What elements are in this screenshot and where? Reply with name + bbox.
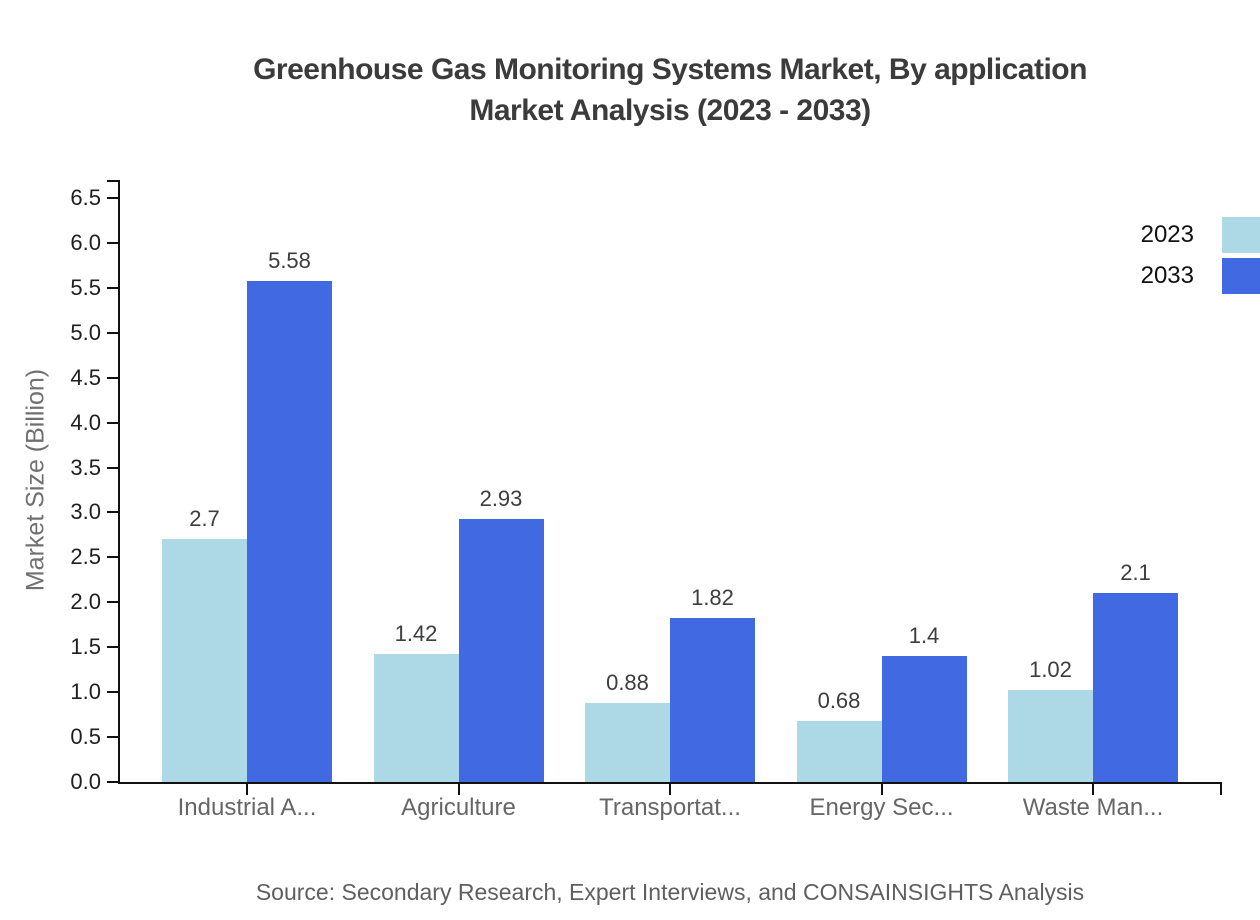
x-tick-mark — [457, 782, 460, 795]
y-tick-mark — [107, 646, 120, 649]
y-tick-mark — [107, 466, 120, 469]
y-tick-mark — [107, 286, 120, 289]
chart-title-line2: Market Analysis (2023 - 2033) — [469, 94, 871, 127]
source-note: Source: Secondary Research, Expert Inter… — [255, 879, 1085, 905]
bar-value-label: 2.7 — [189, 506, 220, 532]
y-tick-label: 3.0 — [70, 499, 101, 525]
y-tick-label: 5.5 — [70, 274, 101, 300]
y-tick-mark — [107, 556, 120, 559]
y-tick-label: 0.0 — [70, 769, 101, 794]
y-tick-label: 4.0 — [70, 409, 101, 435]
bar-value-label: 1.82 — [691, 585, 734, 611]
x-axis-label: Agriculture — [401, 794, 516, 821]
bar-2023-industrial-a — [162, 539, 247, 782]
x-axis-label: Industrial A... — [177, 794, 317, 821]
y-tick-label: 0.5 — [70, 724, 101, 750]
x-tick-mark — [880, 782, 883, 795]
bar-value-label: 1.02 — [1029, 657, 1072, 683]
y-tick-label: 2.0 — [70, 589, 101, 615]
legend-item-2033: 2033 — [1141, 258, 1260, 294]
legend-label: 2023 — [1140, 221, 1194, 248]
bar-2033-transportat — [670, 618, 755, 782]
bar-value-label: 1.42 — [394, 621, 438, 647]
x-axis-label: Transportat... — [599, 794, 741, 821]
x-axis-end-cap — [1220, 782, 1222, 795]
bar-2023-agriculture — [373, 654, 459, 782]
y-tick-label: 6.0 — [70, 229, 101, 255]
chart-title: Greenhouse Gas Monitoring Systems Market… — [118, 49, 1222, 131]
bar-2023-transportat — [585, 702, 670, 782]
legend-item-2023: 2023 — [1141, 217, 1260, 253]
y-tick-label: 1.5 — [70, 634, 101, 660]
bar-value-label: 0.68 — [817, 687, 861, 713]
x-tick-mark — [1092, 782, 1094, 795]
bar-2023-energy-sec — [796, 720, 882, 782]
y-tick-label: 3.5 — [70, 454, 101, 480]
y-tick-label: 2.5 — [70, 544, 101, 570]
y-tick-mark — [107, 736, 120, 739]
y-tick-mark — [107, 331, 120, 334]
bar-value-label: 2.1 — [1120, 560, 1151, 586]
bar-2033-industrial-a — [247, 280, 332, 782]
y-tick-label: 4.5 — [70, 364, 101, 390]
x-axis-label: Waste Man... — [1022, 794, 1164, 821]
y-tick-label: 5.0 — [70, 319, 101, 345]
legend: 2023 2033 — [1141, 217, 1260, 294]
y-axis-end-cap — [107, 180, 120, 182]
bar-2023-waste-man — [1008, 690, 1093, 782]
legend-swatch-2023 — [1222, 217, 1260, 253]
x-axis-label: Energy Sec... — [809, 794, 954, 821]
y-tick-mark — [107, 376, 120, 379]
bar-2033-agriculture — [458, 518, 544, 782]
chart-title-line1: Greenhouse Gas Monitoring Systems Market… — [253, 53, 1087, 86]
y-tick-mark — [107, 781, 120, 783]
y-tick-mark — [107, 601, 120, 604]
y-tick-label: 1.0 — [70, 679, 101, 705]
bar-value-label: 2.93 — [479, 485, 523, 511]
bar-value-label: 5.58 — [268, 247, 311, 273]
bar-value-label: 1.4 — [908, 623, 940, 649]
y-tick-mark — [107, 196, 120, 199]
legend-swatch-2033 — [1222, 258, 1260, 294]
bar-2033-waste-man — [1093, 593, 1178, 782]
y-tick-label: 6.5 — [70, 184, 101, 210]
x-tick-mark — [669, 782, 671, 795]
y-tick-mark — [107, 511, 120, 514]
y-axis-spine — [118, 180, 120, 784]
x-tick-mark — [246, 782, 248, 795]
legend-label: 2033 — [1140, 262, 1194, 289]
bar-value-label: 0.88 — [606, 669, 649, 695]
bar-2033-energy-sec — [881, 656, 967, 782]
y-tick-mark — [107, 691, 120, 694]
y-tick-mark — [107, 421, 120, 424]
y-tick-mark — [107, 241, 120, 244]
